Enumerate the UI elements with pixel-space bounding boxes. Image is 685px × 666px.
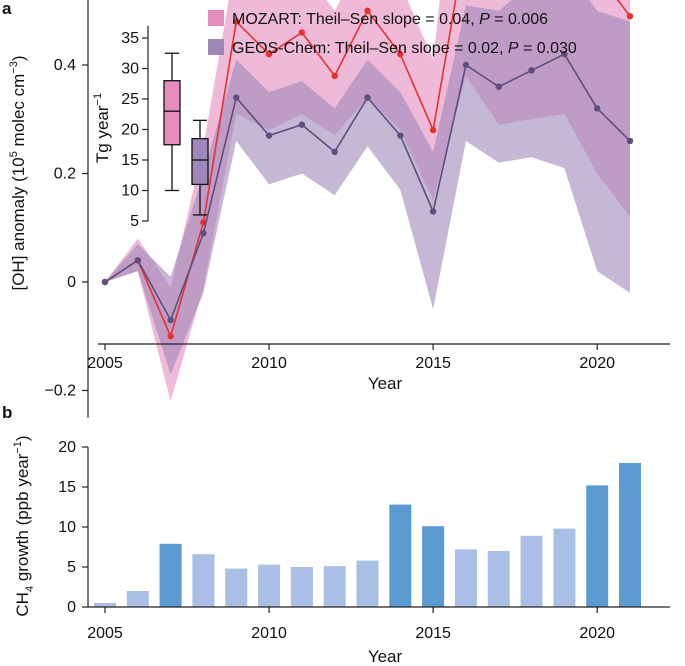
point-geos-chem-2018 <box>528 67 535 74</box>
b-x-tick-label: 2005 <box>87 625 123 642</box>
point-geos-chem-2013 <box>364 94 371 101</box>
inset-y-tick-label: 35 <box>121 30 139 47</box>
b-x-axis-title: Year <box>368 647 403 666</box>
b-y-tick-label: 5 <box>67 559 76 576</box>
b-y-axis-title: CH4 growth (ppb year−1) <box>12 435 36 616</box>
point-geos-chem-2009 <box>233 94 240 101</box>
inset-box-mozart <box>163 80 181 146</box>
a-y-axis-title: [OH] anomaly (105 molec cm−3) <box>8 55 28 290</box>
point-mozart-2007 <box>167 333 174 340</box>
bar-2013 <box>356 560 379 607</box>
a-x-tick-label: 2020 <box>579 355 615 372</box>
bar-2014 <box>389 504 412 607</box>
point-mozart-2009 <box>233 18 240 25</box>
point-geos-chem-2020 <box>593 105 601 112</box>
point-geos-chem-2010 <box>265 132 273 139</box>
point-mozart-2013 <box>364 7 371 14</box>
bar-2005 <box>94 603 116 607</box>
inset-boxplot: 5 10 15 20 25 30 35 <box>121 25 209 230</box>
legend: MOZART: Theil–Sen slope = 0.04, P = 0.00… <box>208 10 577 57</box>
a-x-tick-label: 2010 <box>251 355 287 372</box>
b-y-tick-label: 20 <box>58 439 76 456</box>
bar-2010 <box>258 564 281 607</box>
point-geos-chem-2019 <box>561 50 568 58</box>
b-bars <box>94 463 641 607</box>
bar-2008 <box>192 554 215 607</box>
point-mozart-2014 <box>397 50 404 58</box>
a-x-tick-label: 2005 <box>87 355 123 372</box>
inset-y-tick-label: 20 <box>121 122 139 139</box>
b-x-tick-label: 2020 <box>579 625 615 642</box>
legend-label-mozart: MOZART: Theil–Sen slope = 0.04, P = 0.00… <box>232 11 548 28</box>
panel-b: b 0 5 10 15 20 2005 2010 2015 2020 Year CH4 grow… <box>2 403 670 666</box>
inset-box-geos-chem <box>191 137 209 186</box>
bar-2018 <box>520 535 543 607</box>
a-x-tick-label: 2015 <box>415 355 451 372</box>
point-geos-chem-2007 <box>167 316 174 324</box>
legend-swatch-geos-chem <box>208 39 224 55</box>
b-y-tick-label: 0 <box>67 599 76 616</box>
b-y-tick-label: 10 <box>58 519 76 536</box>
bar-2016 <box>454 549 477 607</box>
point-geos-chem-2008 <box>200 229 207 237</box>
bar-2019 <box>553 528 576 607</box>
panel-a-label: a <box>2 0 12 18</box>
inset-y-tick-label: 10 <box>121 183 139 200</box>
point-geos-chem-2011 <box>298 121 306 128</box>
inset-y-tick-label: 5 <box>130 213 139 230</box>
bar-2012 <box>323 566 346 607</box>
a-y-tick-label: −0.2 <box>44 383 76 400</box>
b-x-tick-label: 2015 <box>415 625 451 642</box>
point-mozart-2010 <box>265 50 273 58</box>
inset-y-axis-title: Tg year−1 <box>92 93 112 163</box>
bar-2015 <box>422 526 445 607</box>
a-axes: −0.200.20.40.60.81.01.22005201020152020 <box>44 0 670 418</box>
a-y-tick-label: 0.4 <box>54 57 76 74</box>
point-geos-chem-2017 <box>495 83 502 90</box>
legend-swatch-mozart <box>208 10 224 26</box>
point-geos-chem-2006 <box>134 257 142 264</box>
point-geos-chem-2012 <box>331 148 338 155</box>
a-y-tick-label: 0.2 <box>54 166 76 183</box>
point-geos-chem-2021 <box>626 137 634 145</box>
panel-a: a −0.200.20.40.60.81.01.2200520102015202… <box>2 0 670 418</box>
a-series-lines <box>101 0 634 340</box>
point-mozart-2011 <box>298 29 306 36</box>
inset-y-tick-label: 15 <box>121 152 139 169</box>
bar-2007 <box>159 543 182 607</box>
a-y-tick-label: 0 <box>67 274 76 291</box>
bar-2011 <box>290 567 313 607</box>
point-mozart-2012 <box>331 72 338 80</box>
band-geos-chem <box>105 0 630 375</box>
b-x-tick-label: 2010 <box>251 625 287 642</box>
point-geos-chem-2005 <box>101 278 109 286</box>
panel-b-label: b <box>2 403 12 422</box>
point-geos-chem-2014 <box>397 132 404 139</box>
b-axes: 0 5 10 15 20 2005 2010 2015 2020 <box>58 439 670 642</box>
inset-y-tick-label: 30 <box>121 61 139 78</box>
bar-2006 <box>126 591 149 607</box>
bar-2009 <box>225 568 248 607</box>
b-y-tick-label: 15 <box>58 479 76 496</box>
bar-2021 <box>619 463 641 607</box>
inset-y-tick-label: 25 <box>121 91 139 108</box>
point-geos-chem-2016 <box>462 61 470 69</box>
point-geos-chem-2015 <box>429 208 437 215</box>
point-mozart-2015 <box>429 126 437 134</box>
legend-label-geos-chem: GEOS-Chem: Theil–Sen slope = 0.02, P = 0… <box>232 40 577 57</box>
a-x-axis-title: Year <box>368 374 403 393</box>
point-mozart-2021 <box>626 12 634 20</box>
bar-2020 <box>586 485 609 607</box>
bar-2017 <box>487 551 510 607</box>
